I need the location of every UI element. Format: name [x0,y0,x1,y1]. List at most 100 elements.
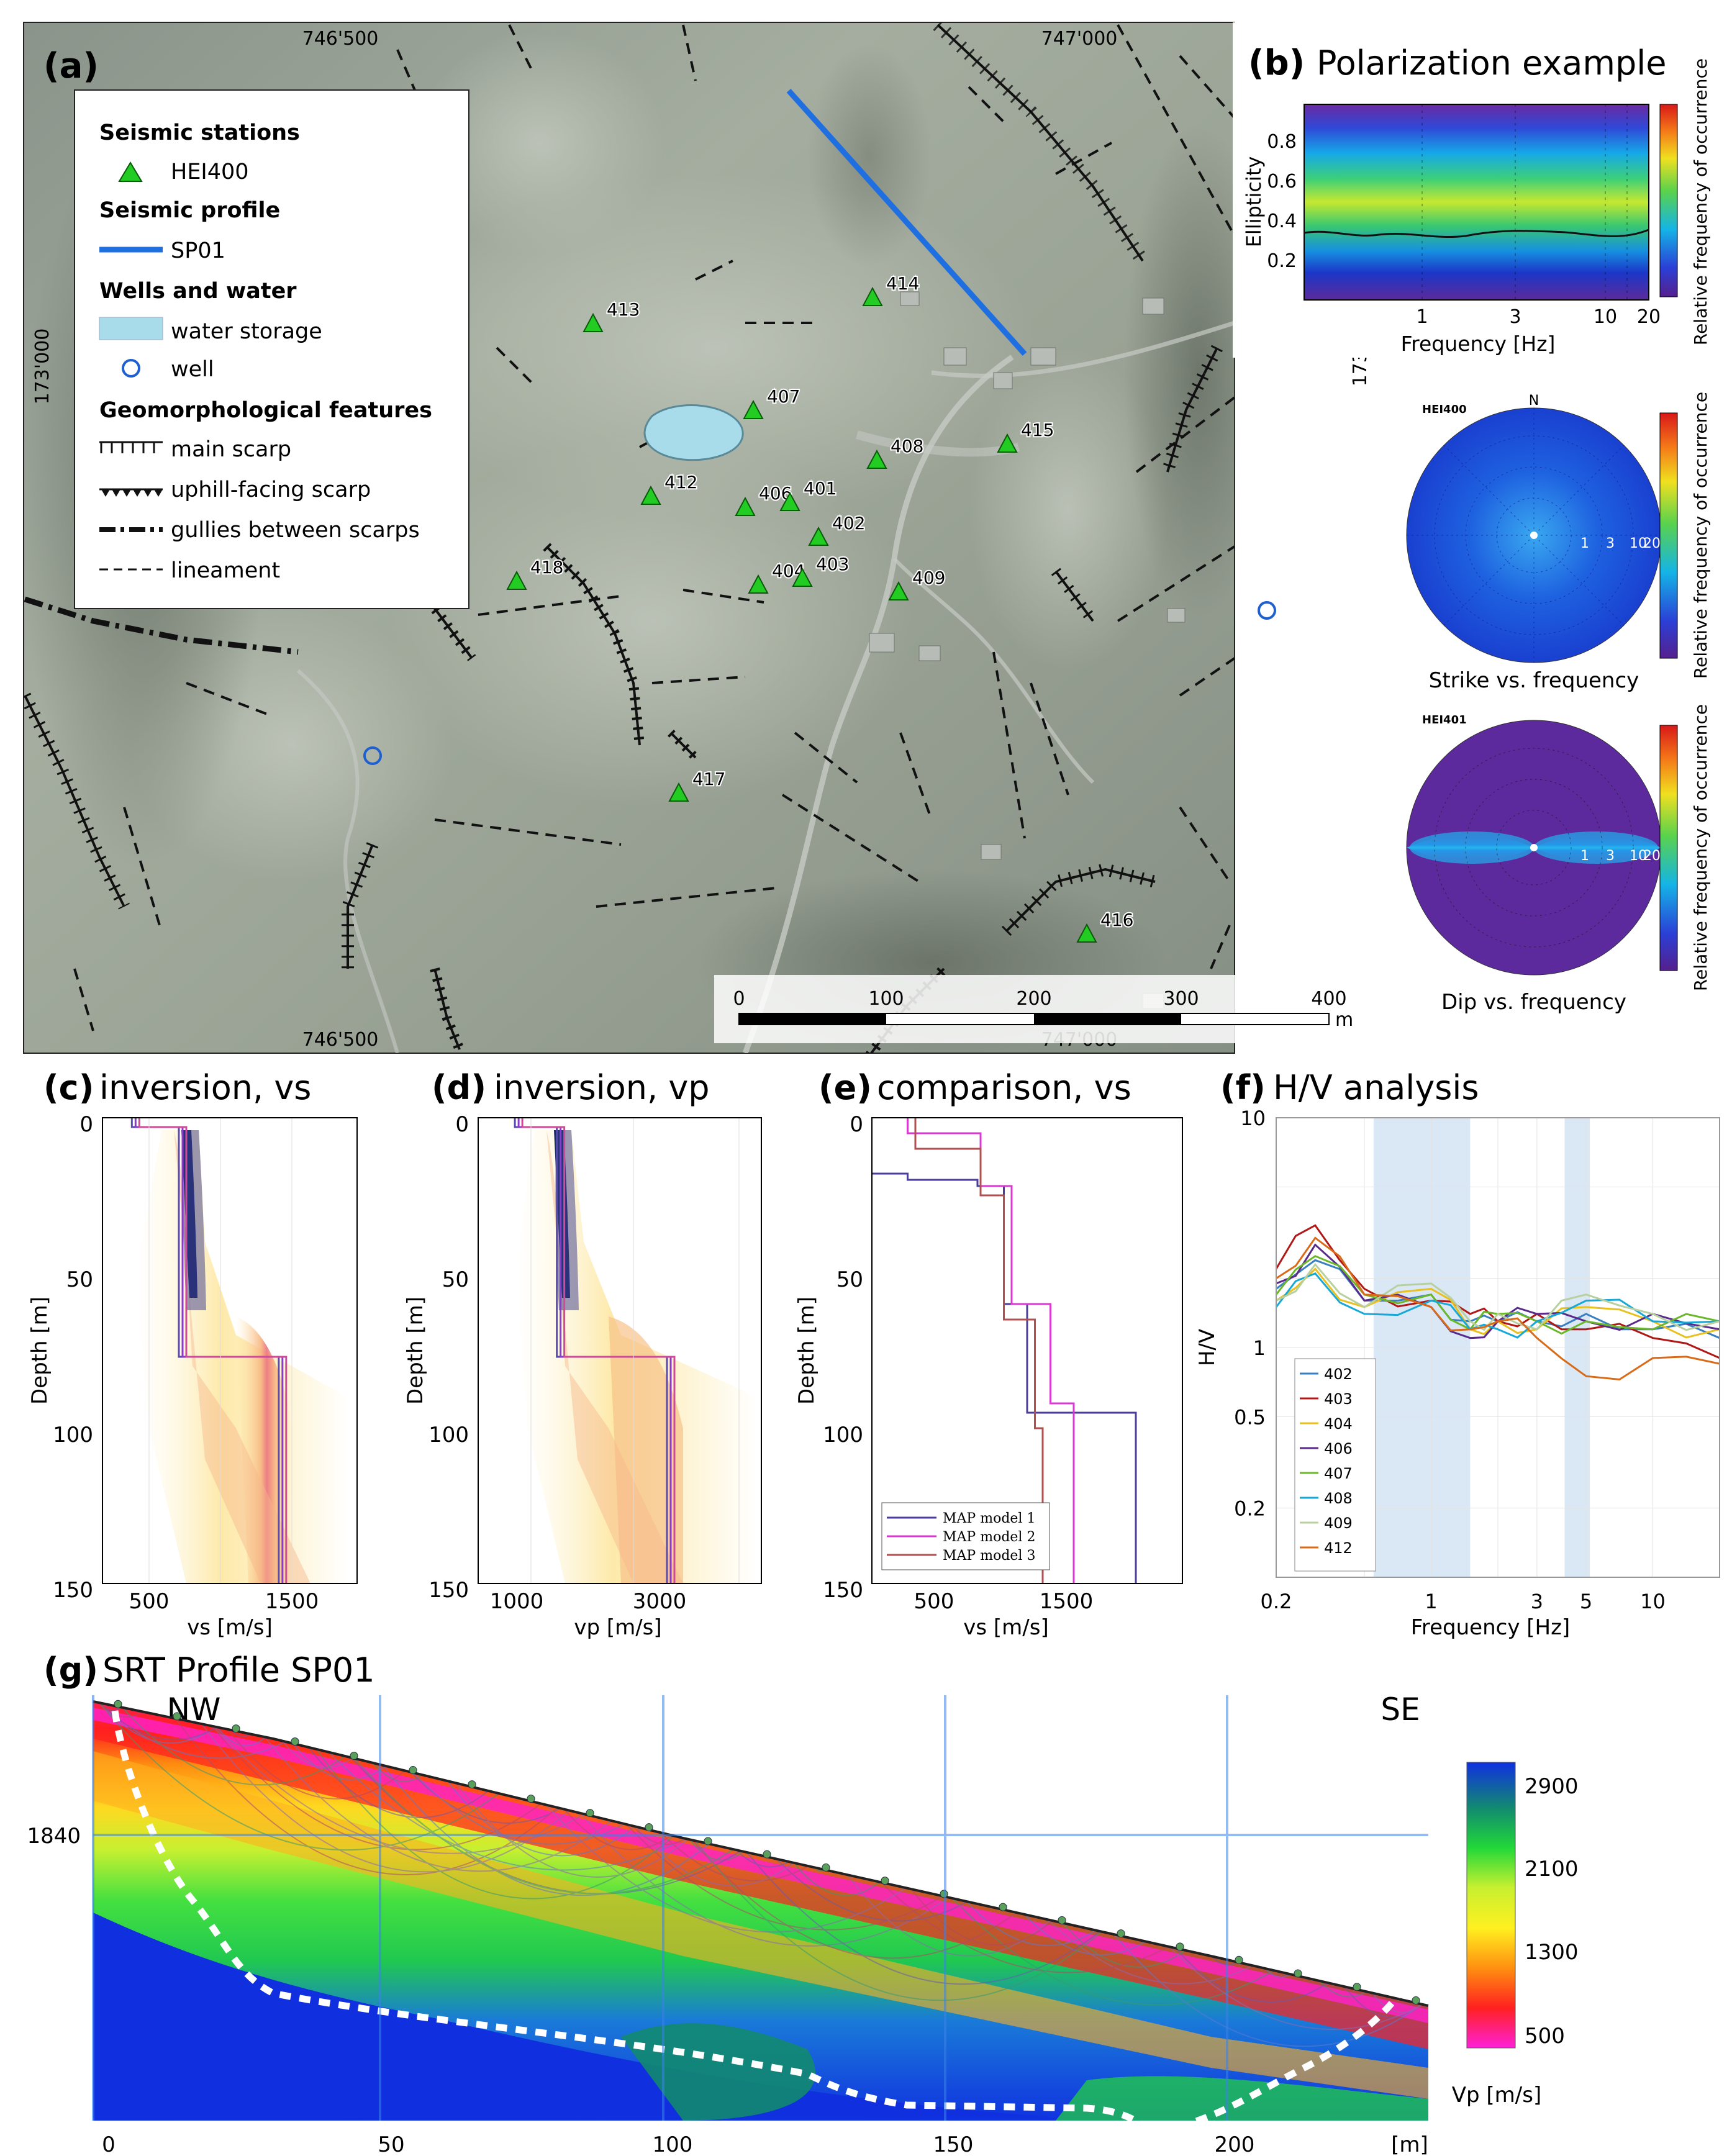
ray-paths [99,1702,1423,2047]
ray-path [1024,1914,1146,1956]
cbar-tick: 500 [1525,2024,1565,2049]
panel-d-vp-inversion: (d) inversion, vp 0 50 100 150 Depth [m]… [403,1068,762,1640]
ray-path [625,1824,943,1931]
rtick: 1 [1580,536,1589,551]
water-storage-icon [99,317,163,340]
panel-d-title: inversion, vp [494,1068,710,1107]
cbar-tick: 2900 [1525,1774,1579,1799]
legend-entry: 406 [1324,1440,1353,1457]
legend-lineament: lineament [171,558,280,583]
geophone [527,1795,535,1803]
panel-label-f: (f) [1220,1068,1266,1107]
surface-topography [93,1700,1429,2007]
legend-profile-name: SP01 [171,238,225,263]
geophone [586,1809,594,1818]
panel-label-c: (c) [43,1068,94,1107]
legend-entry: 412 [1324,1539,1353,1557]
ytick: 50 [442,1267,469,1292]
ray-path [99,1702,499,1851]
xtick: 500 [914,1589,954,1614]
ray-path [632,1825,686,1846]
ray-path [546,1805,907,1933]
ytick: 150 [823,1578,863,1603]
station-marker [997,433,1018,453]
geophone [822,1863,830,1872]
xtick: 100 [653,2132,693,2156]
scale-tick: 300 [1163,988,1199,1010]
rtick: 20 [1643,848,1661,864]
ray-path [281,1740,353,1769]
series-line [1276,1224,1720,1359]
ytick: 100 [53,1423,93,1447]
ray-path [307,1747,489,1818]
vp-colorbar [1466,1762,1516,2049]
geophone [763,1850,771,1859]
lineaments [73,24,1235,1031]
ytick: 50 [66,1267,93,1292]
rtick: 3 [1606,536,1615,551]
ray-path [264,1736,612,1872]
ray-path [1175,1947,1328,2003]
series-line [521,1118,676,1583]
legend-heading-geomorph: Geomorphological features [99,398,432,423]
legend-station-example: HEI400 [171,160,249,184]
ray-path [966,1901,1096,1947]
ray-path [564,1809,672,1850]
ytick: 0.4 [1267,211,1297,232]
ellipticity-heatmap [1304,104,1649,301]
ellipticity-median-line [1304,229,1649,238]
scale-tick: 100 [868,988,904,1010]
strike-caption: Strike vs. frequency [1429,668,1639,693]
xtick: 150 [933,2132,974,2156]
rtick: 20 [1643,536,1661,551]
geophone [350,1752,358,1760]
ytick: 1840 [27,1824,81,1849]
geophone [645,1823,653,1832]
ray-path [1047,1919,1253,1985]
xtick: 3 [1531,1590,1543,1613]
ray-path [694,1840,1102,2001]
station-marker [735,496,756,516]
station-marker [583,312,604,332]
xtick: 0.2 [1261,1590,1292,1613]
map-legend: Seismic stations HEI400 Seismic profile … [74,89,469,609]
station-triangle-icon [118,161,143,182]
uphill-scarp-icon [99,488,163,497]
hv-curves [1276,1224,1720,1381]
comparison-legend: MAP model 1 MAP model 2 MAP model 3 [881,1502,1050,1570]
coord-label: 746'500 [302,1029,379,1051]
xtick: 3000 [633,1589,687,1614]
xlabel: vs [m/s] [187,1615,272,1640]
panel-f-title: H/V analysis [1273,1068,1479,1107]
station-label: 402 [832,513,865,533]
xlabel: vp [m/s] [574,1615,661,1640]
geophone [409,1766,417,1775]
xtick: 500 [129,1589,170,1614]
legend-uphill-scarp: uphill-facing scarp [171,478,371,502]
rtick: 1 [1580,848,1589,864]
colorbar-label: Relative frequency of occurrence [1690,392,1711,679]
xtick: 20 [1637,306,1661,328]
series-line [1276,1262,1720,1331]
ytick: 0.5 [1234,1405,1266,1429]
ylabel: Depth [m] [794,1297,819,1405]
station-marker [668,782,689,802]
xtick: 1000 [490,1589,544,1614]
panel-f-hv: (f) H/V analysis 402 403 404 406 407 408 409 41… [1195,1068,1720,1640]
xtick: 1 [1416,306,1428,328]
geophone [232,1724,240,1733]
series-line [1276,1272,1720,1339]
ray-path [122,1707,346,1786]
legend-main-scarp: main scarp [171,437,291,462]
legend-entry: 402 [1324,1366,1353,1383]
legend-entry: 403 [1324,1390,1353,1408]
ray-path [201,1723,570,1873]
legend-entry: MAP model 2 [943,1529,1035,1545]
station-label: 403 [816,554,849,574]
station-label: 414 [886,273,919,294]
xtick: 5 [1580,1590,1592,1613]
ytick: 10 [1240,1107,1266,1130]
ylabel: Depth [m] [27,1297,52,1405]
panel-g-srt: (g) SRT Profile SP01 NW SE 1840 0 50 100… [27,1651,1578,2156]
legend-entry: MAP model 3 [943,1548,1035,1564]
